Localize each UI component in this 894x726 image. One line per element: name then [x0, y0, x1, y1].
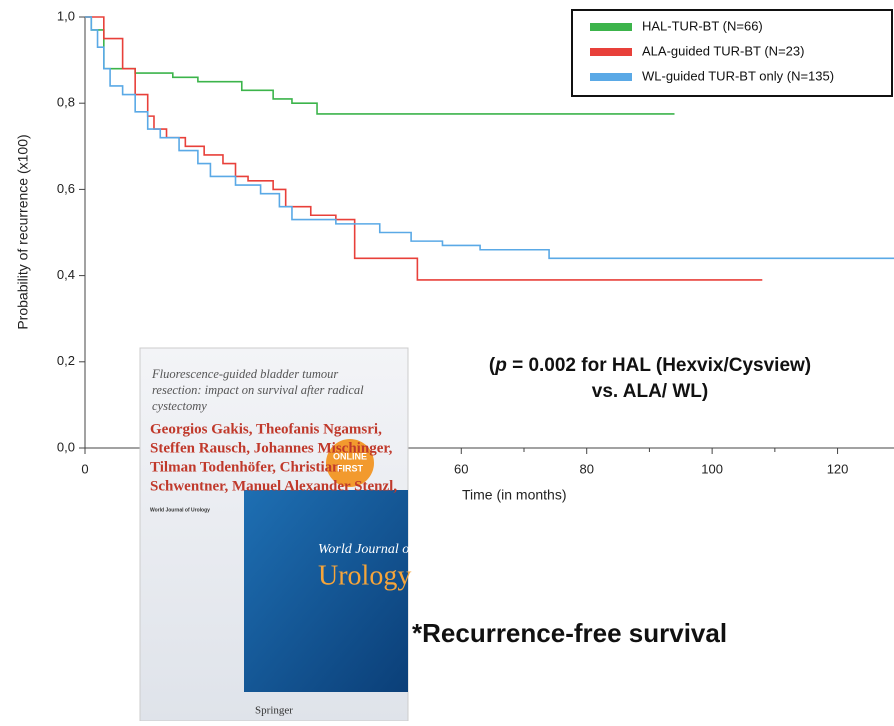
x-tick-label: 100 — [701, 461, 723, 476]
cover-title: resection: impact on survival after radi… — [152, 383, 364, 397]
y-tick-label: 0,4 — [57, 267, 75, 282]
cover-author: Georgios Gakis, Theofanis Ngamsri, — [150, 421, 382, 437]
y-tick-label: 0,0 — [57, 439, 75, 454]
y-tick-label: 0,8 — [57, 95, 75, 110]
y-tick-label: 0,6 — [57, 181, 75, 196]
cover-title: Fluorescence-guided bladder tumour — [151, 367, 338, 381]
x-axis-label: Time (in months) — [462, 487, 567, 503]
footnote: *Recurrence-free survival — [412, 618, 727, 648]
legend-swatch — [590, 48, 632, 56]
chart: Probability of recurrence (x100) Time (i… — [0, 0, 894, 721]
x-tick-label: 120 — [827, 461, 849, 476]
x-tick-label: 80 — [579, 461, 593, 476]
legend-swatch — [590, 23, 632, 31]
legend-swatch — [590, 73, 632, 81]
annotation-line2: vs. ALA/ WL) — [592, 381, 708, 402]
cover-title: cystectomy — [152, 399, 207, 413]
x-tick-label: 60 — [454, 461, 468, 476]
legend-label: ALA-guided TUR-BT (N=23) — [642, 43, 804, 58]
x-tick-label: 0 — [81, 461, 88, 476]
cover-author: Schwentner, Manuel Alexander Stenzl, — [150, 478, 397, 494]
cover-journal-small: World Journal of Urology — [150, 507, 210, 513]
cover-badge-text: FIRST — [337, 463, 364, 473]
cover-author: Tilman Todenhöfer, Christian — [150, 459, 341, 475]
cover-journal: World Journal of — [318, 542, 415, 557]
annotation-p: p — [494, 355, 507, 376]
annotation: (p = 0.002 for HAL (Hexvix/Cysview) — [489, 355, 811, 376]
y-axis-label: Probability of recurrence (x100) — [15, 134, 31, 329]
y-tick-label: 0,2 — [57, 353, 75, 368]
y-tick-label: 1,0 — [57, 8, 75, 23]
journal-cover: Fluorescence-guided bladder tumour resect… — [140, 348, 415, 721]
legend-label: WL-guided TUR-BT only (N=135) — [642, 68, 834, 83]
cover-badge-text: ONLINE — [333, 451, 367, 461]
cover-journal-big: Urology — [318, 560, 411, 591]
cover-publisher: Springer — [255, 705, 293, 717]
legend-label: HAL-TUR-BT (N=66) — [642, 18, 763, 33]
annotation-rest: = 0.002 for HAL (Hexvix/Cysview) — [507, 355, 811, 376]
